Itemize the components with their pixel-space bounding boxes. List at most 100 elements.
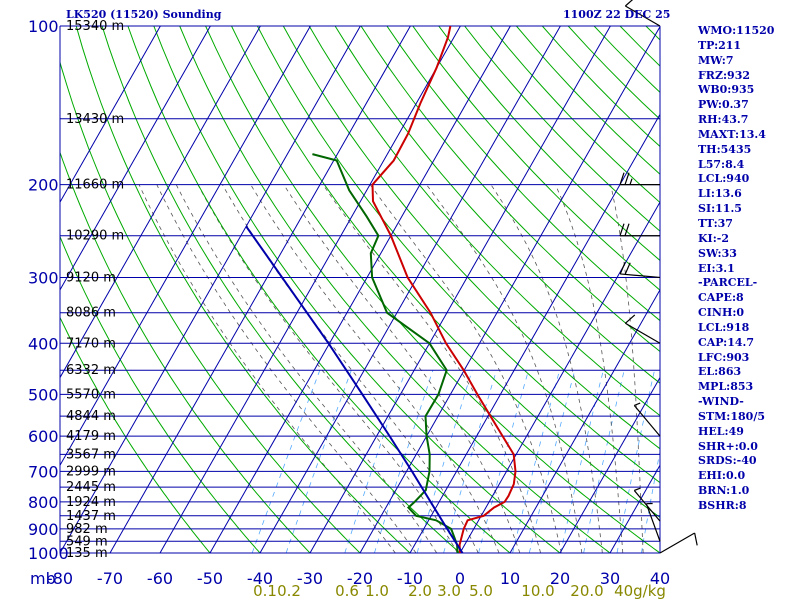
profile-lines: [245, 26, 517, 554]
mixing-ratio-line: [583, 370, 625, 554]
dry-adiabats: [60, 26, 660, 554]
temperature-tick-label: -70: [97, 569, 123, 588]
wind-barb-feather: [694, 532, 698, 546]
pressure-tick-label: 700: [28, 462, 59, 481]
wind-barb-staff: [645, 503, 661, 542]
moist-adiabat: [369, 184, 562, 554]
temperature-tick-label: -40: [247, 569, 273, 588]
height-label: 4179 m: [66, 429, 116, 444]
wind-barb-feather: [619, 172, 625, 185]
temperature-tick-label: 30: [600, 569, 620, 588]
height-label: 1437 m: [66, 509, 116, 524]
index-item: FRZ:932: [698, 68, 751, 82]
pressure-tick-label: 600: [28, 427, 59, 446]
wind-barb-feather: [619, 223, 625, 236]
temperature-tick-label: -80: [47, 569, 73, 588]
height-label: 135 m: [66, 546, 108, 561]
index-item: CAPE:8: [698, 291, 744, 305]
dry-adiabat: [256, 26, 660, 484]
wind-barb-staff: [633, 405, 661, 437]
pressure-tick-label: 500: [28, 385, 59, 404]
mixing-ratio-line: [344, 370, 406, 554]
index-item: MPL:853: [698, 380, 754, 394]
wind-barb: [659, 532, 698, 554]
index-item: TP:211: [698, 38, 742, 52]
height-labels: 15340 m 13430 m 11660 m 10290 m 9120 m 8086 m…: [66, 19, 124, 561]
parcel-line: [245, 225, 464, 554]
wind-barb-staff: [625, 322, 661, 344]
mixing-ratio-tick-label: 3.0: [437, 582, 461, 600]
index-item: EI:3.1: [698, 261, 735, 275]
index-item: LI:13.6: [698, 187, 742, 201]
wind-barb: [624, 314, 661, 344]
mixing-ratio-line: [443, 370, 497, 554]
temperature-axis: -80 -70 -60 -50 -40 -30 -20 -10 0 10 20 30 40: [47, 569, 670, 588]
pressure-tick-label: 400: [28, 334, 59, 353]
isotherm: [309, 26, 611, 554]
wind-barb: [619, 172, 660, 186]
temperature-line: [371, 26, 517, 554]
index-item: TH:5435: [698, 142, 752, 156]
sounding-title: LK520 (11520) Sounding: [66, 8, 222, 21]
mixing-ratio-tick-label: 1.0: [365, 582, 389, 600]
temperature-tick-label: 0: [455, 569, 465, 588]
index-item: L57:8.4: [698, 157, 745, 171]
height-label: 11660 m: [66, 178, 124, 193]
index-item: TT:37: [698, 216, 733, 230]
moist-adiabat: [555, 184, 624, 554]
mixing-ratio-line: [478, 370, 529, 554]
mixing-ratio-line: [251, 370, 321, 554]
pressure-tick-label: 300: [28, 268, 59, 287]
stability-indices-panel: WMO:11520 TP:211 MW:7 FRZ:932 WB0:935 PW:0.37…: [698, 24, 774, 514]
mixing-ratio-tick-label: 10.0: [521, 582, 554, 600]
mixing-ratio-tick-label: 0.2: [277, 582, 301, 600]
moist-adiabat: [490, 184, 603, 554]
isotherm: [60, 26, 361, 554]
index-item: RH:43.7: [698, 113, 749, 127]
index-item: WMO:11520: [698, 24, 775, 37]
temperature-tick-label: -50: [197, 569, 223, 588]
height-label: 6332 m: [66, 363, 116, 378]
index-item: PW:0.37: [698, 98, 749, 112]
wind-barb: [619, 262, 661, 279]
isotherm: [509, 288, 660, 554]
wind-barb-feather: [624, 262, 631, 275]
index-item: MAXT:13.4: [698, 127, 766, 141]
index-item: SW:33: [698, 246, 737, 260]
index-item: -PARCEL-: [698, 276, 758, 290]
index-item: CINH:0: [698, 306, 745, 320]
index-item: HEL:49: [698, 424, 744, 438]
dry-adiabat: [231, 26, 660, 518]
wind-barb-staff: [659, 532, 695, 554]
wind-barb-feather: [624, 223, 630, 236]
wind-barb-half-feather: [629, 178, 633, 185]
moist-adiabat: [156, 184, 417, 554]
isotherm: [409, 113, 660, 554]
index-item: CAP:14.7: [698, 335, 755, 349]
index-item: LFC:903: [698, 350, 750, 364]
isotherm: [109, 26, 411, 554]
sounding-timestamp: 1100Z 22 DEC 25: [563, 8, 671, 21]
height-label: 4844 m: [66, 409, 116, 424]
height-label: 982 m: [66, 522, 108, 537]
index-item: SI:11.5: [698, 202, 742, 216]
index-item: STM:180/5: [698, 409, 765, 423]
wind-barb-feather: [624, 314, 636, 324]
moist-adiabat: [322, 184, 541, 554]
mixing-ratio-line: [285, 370, 352, 554]
moist-adiabat: [138, 184, 396, 554]
mixing-ratio-line: [374, 370, 434, 554]
wind-barb: [624, 0, 661, 27]
mixing-ratio-line: [616, 370, 655, 554]
mixing-ratio-axis: 0.1 0.2 0.6 1.0 2.0 3.0 5.0 10.0 20.0 40g/kg: [253, 582, 666, 600]
height-label: 9120 m: [66, 270, 116, 285]
height-label: 7170 m: [66, 336, 116, 351]
wind-barb: [619, 223, 660, 237]
temperature-tick-label: 40: [650, 569, 670, 588]
mixing-ratio-tick-label: 0.6: [335, 582, 359, 600]
temperature-tick-label: 10: [500, 569, 520, 588]
isotherm: [359, 26, 660, 554]
pressure-tick-label: 800: [28, 493, 59, 512]
index-item: EL:863: [698, 365, 742, 379]
height-label: 2999 m: [66, 464, 116, 479]
